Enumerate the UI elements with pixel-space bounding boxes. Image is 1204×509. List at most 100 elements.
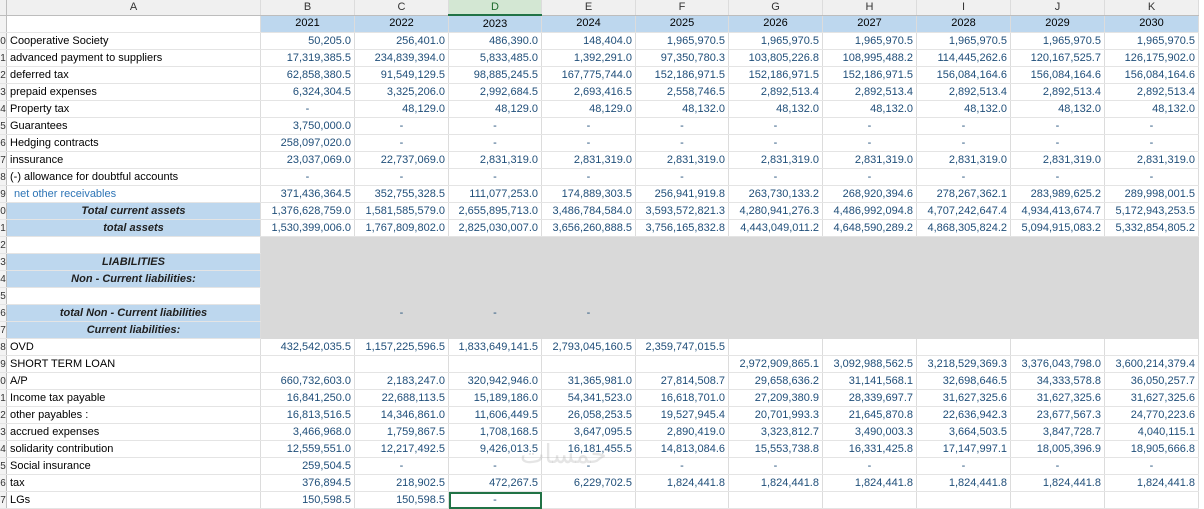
value-cell[interactable]: 48,132.0 xyxy=(916,100,1011,118)
value-cell[interactable] xyxy=(260,304,355,322)
value-cell[interactable]: 3,376,043,798.0 xyxy=(1010,355,1105,373)
value-cell[interactable]: 1,965,970.5 xyxy=(728,32,823,50)
value-cell[interactable]: 1,824,441.8 xyxy=(916,474,1011,492)
value-cell[interactable]: 5,172,943,253.5 xyxy=(1104,202,1199,220)
value-cell[interactable] xyxy=(1010,338,1105,356)
value-cell[interactable]: - xyxy=(260,100,355,118)
value-cell[interactable]: 62,858,380.5 xyxy=(260,66,355,84)
value-cell[interactable]: 2,558,746.5 xyxy=(635,83,729,101)
value-cell[interactable] xyxy=(260,270,355,288)
value-cell[interactable] xyxy=(448,253,542,271)
value-cell[interactable]: 12,559,551.0 xyxy=(260,440,355,458)
value-cell[interactable] xyxy=(728,321,823,339)
value-cell[interactable] xyxy=(916,270,1011,288)
value-cell[interactable] xyxy=(541,270,636,288)
value-cell[interactable]: 22,636,942.3 xyxy=(916,406,1011,424)
value-cell[interactable]: 48,132.0 xyxy=(1104,100,1199,118)
value-cell[interactable]: - xyxy=(448,457,542,475)
value-cell[interactable] xyxy=(635,355,729,373)
value-cell[interactable]: 6,229,702.5 xyxy=(541,474,636,492)
value-cell[interactable] xyxy=(822,321,917,339)
value-cell[interactable]: 17,319,385.5 xyxy=(260,49,355,67)
row-label-cell[interactable]: LGs xyxy=(6,491,261,509)
value-cell[interactable]: - xyxy=(822,168,917,186)
value-cell[interactable]: 376,894.5 xyxy=(260,474,355,492)
value-cell[interactable]: 14,346,861.0 xyxy=(354,406,449,424)
value-cell[interactable]: 2,831,319.0 xyxy=(635,151,729,169)
year-header-cell[interactable]: 2024 xyxy=(541,15,636,33)
value-cell[interactable]: - xyxy=(1010,168,1105,186)
value-cell[interactable] xyxy=(1104,338,1199,356)
value-cell[interactable]: 1,824,441.8 xyxy=(822,474,917,492)
value-cell[interactable]: 2,892,513.4 xyxy=(1010,83,1105,101)
value-cell[interactable]: 2,892,513.4 xyxy=(1104,83,1199,101)
value-cell[interactable]: 1,530,399,006.0 xyxy=(260,219,355,237)
value-cell[interactable] xyxy=(728,491,823,509)
value-cell[interactable]: 16,181,455.5 xyxy=(541,440,636,458)
row-label-cell[interactable]: total Non - Current liabilities xyxy=(6,304,261,322)
value-cell[interactable]: 1,376,628,759.0 xyxy=(260,202,355,220)
value-cell[interactable]: 156,084,164.6 xyxy=(916,66,1011,84)
row-label-cell[interactable]: Hedging contracts xyxy=(6,134,261,152)
value-cell[interactable]: 2,831,319.0 xyxy=(728,151,823,169)
value-cell[interactable] xyxy=(448,321,542,339)
row-label-cell[interactable]: total assets xyxy=(6,219,261,237)
value-cell[interactable] xyxy=(260,321,355,339)
value-cell[interactable] xyxy=(354,287,449,305)
value-cell[interactable]: - xyxy=(635,117,729,135)
value-cell[interactable]: 31,365,981.0 xyxy=(541,372,636,390)
value-cell[interactable]: - xyxy=(1010,457,1105,475)
year-header-cell[interactable]: 2022 xyxy=(354,15,449,33)
value-cell[interactable]: 50,205.0 xyxy=(260,32,355,50)
value-cell[interactable]: - xyxy=(1104,134,1199,152)
value-cell[interactable]: 3,664,503.5 xyxy=(916,423,1011,441)
value-cell[interactable] xyxy=(822,270,917,288)
value-cell[interactable]: 152,186,971.5 xyxy=(635,66,729,84)
value-cell[interactable] xyxy=(1010,253,1105,271)
value-cell[interactable]: - xyxy=(448,304,542,322)
value-cell[interactable]: - xyxy=(260,168,355,186)
value-cell[interactable]: 16,841,250.0 xyxy=(260,389,355,407)
value-cell[interactable]: 24,770,223.6 xyxy=(1104,406,1199,424)
value-cell[interactable]: 111,077,253.0 xyxy=(448,185,542,203)
value-cell[interactable]: 4,486,992,094.8 xyxy=(822,202,917,220)
row-label-cell[interactable]: prepaid expenses xyxy=(6,83,261,101)
value-cell[interactable] xyxy=(1010,236,1105,254)
value-cell[interactable]: 3,466,968.0 xyxy=(260,423,355,441)
value-cell[interactable]: 15,553,738.8 xyxy=(728,440,823,458)
value-cell[interactable]: - xyxy=(448,491,542,509)
value-cell[interactable]: 3,593,572,821.3 xyxy=(635,202,729,220)
value-cell[interactable] xyxy=(635,270,729,288)
value-cell[interactable]: 268,920,394.6 xyxy=(822,185,917,203)
value-cell[interactable] xyxy=(1104,287,1199,305)
value-cell[interactable] xyxy=(448,236,542,254)
value-cell[interactable]: - xyxy=(822,134,917,152)
value-cell[interactable]: - xyxy=(541,457,636,475)
value-cell[interactable]: 5,833,485.0 xyxy=(448,49,542,67)
value-cell[interactable]: - xyxy=(541,168,636,186)
value-cell[interactable]: 156,084,164.6 xyxy=(1104,66,1199,84)
value-cell[interactable] xyxy=(916,304,1011,322)
value-cell[interactable]: 48,129.0 xyxy=(448,100,542,118)
column-header-b[interactable]: B xyxy=(260,0,355,16)
value-cell[interactable]: 23,037,069.0 xyxy=(260,151,355,169)
row-label-cell[interactable]: other payables : xyxy=(6,406,261,424)
value-cell[interactable]: - xyxy=(635,134,729,152)
value-cell[interactable]: 3,847,728.7 xyxy=(1010,423,1105,441)
value-cell[interactable]: 2,831,319.0 xyxy=(1104,151,1199,169)
value-cell[interactable]: 1,824,441.8 xyxy=(1010,474,1105,492)
select-all-corner[interactable] xyxy=(0,0,7,16)
value-cell[interactable]: 2,892,513.4 xyxy=(728,83,823,101)
value-cell[interactable]: 4,280,941,276.3 xyxy=(728,202,823,220)
column-header-h[interactable]: H xyxy=(822,0,917,16)
value-cell[interactable]: 660,732,603.0 xyxy=(260,372,355,390)
value-cell[interactable] xyxy=(448,270,542,288)
row-label-cell[interactable]: tax xyxy=(6,474,261,492)
value-cell[interactable]: 14,813,084.6 xyxy=(635,440,729,458)
value-cell[interactable] xyxy=(1010,304,1105,322)
row-label-cell[interactable]: inssurance xyxy=(6,151,261,169)
value-cell[interactable]: 2,892,513.4 xyxy=(822,83,917,101)
value-cell[interactable]: 28,339,697.7 xyxy=(822,389,917,407)
value-cell[interactable] xyxy=(1104,304,1199,322)
value-cell[interactable]: 16,618,701.0 xyxy=(635,389,729,407)
